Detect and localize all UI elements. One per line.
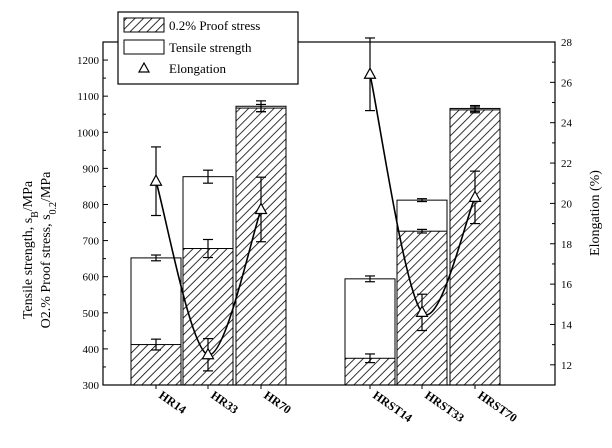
- error-bar-proof-stress-hr14: [151, 338, 161, 351]
- right-tick-label: 18: [561, 239, 573, 251]
- category-label-hr33: HR33: [208, 388, 241, 417]
- left-tick-label: 500: [83, 308, 100, 320]
- error-bar-proof-stress-hr70: [256, 103, 266, 113]
- category-label-hrst14: HRST14: [370, 388, 415, 425]
- category-label-hr14: HR14: [156, 388, 189, 417]
- left-tick-label: 800: [83, 199, 100, 211]
- error-bar-proof-stress-hr33: [203, 238, 213, 259]
- left-tick-label: 700: [83, 236, 100, 248]
- right-tick-label: 26: [561, 77, 573, 89]
- right-axis-ticks: 12 14 16 18 20 22 24 26 28: [550, 37, 573, 372]
- left-tick-label: 600: [83, 272, 100, 284]
- legend-label-tensile-strength: Tensile strength: [169, 40, 252, 55]
- plot-frame: [102, 41, 556, 386]
- error-bar-proof-stress-hrst33: [417, 228, 427, 234]
- bars-layer: [130, 100, 501, 386]
- elongation-point-hr70: [254, 202, 268, 215]
- right-axis-title: Elongation (%): [588, 170, 603, 256]
- elongation-point-hrst33: [415, 305, 429, 317]
- elongation-point-hr33: [201, 347, 215, 360]
- legend: 0.2% Proof stress Tensile strength Elong…: [117, 11, 299, 85]
- right-tick-label: 16: [561, 279, 573, 291]
- elongation-point-hr14: [149, 173, 163, 186]
- left-tick-label: 300: [83, 380, 100, 392]
- elongation-point-hrst70: [468, 190, 482, 202]
- left-tick-label: 400: [83, 344, 100, 356]
- right-tick-label: 28: [561, 37, 573, 49]
- error-bar-tensile-strength-hrst14: [365, 275, 375, 283]
- left-tick-label: 1100: [77, 91, 99, 103]
- category-labels: HR14 HR33 HR70 HRST14 HRST33 HRST70: [155, 385, 520, 425]
- category-label-hrst33: HRST33: [422, 388, 467, 425]
- left-axis-ticks: 300 400 500 600 700 800 900 1000 1100 1200: [77, 55, 108, 392]
- right-tick-label: 24: [561, 118, 573, 130]
- error-bar-tensile-strength-hr14: [151, 254, 161, 262]
- elongation-layer: [149, 37, 482, 372]
- left-tick-label: 1200: [77, 55, 100, 67]
- legend-swatch-proof-stress: [123, 17, 165, 33]
- left-tick-label: 900: [83, 163, 100, 175]
- error-bar-proof-stress-hrst70: [470, 106, 480, 114]
- legend-swatch-tensile-strength: [123, 39, 165, 55]
- right-tick-label: 22: [561, 158, 572, 170]
- left-tick-label: 1000: [77, 127, 100, 139]
- bar-proof-stress-hr14: [130, 344, 182, 386]
- right-tick-label: 20: [561, 198, 573, 210]
- bar-proof-stress-hrst70: [449, 109, 501, 386]
- elongation-point-hrst14: [363, 67, 377, 79]
- error-bar-tensile-strength-hr33: [203, 169, 213, 184]
- error-bar-proof-stress-hrst14: [365, 353, 375, 364]
- right-tick-label: 14: [561, 319, 573, 331]
- legend-marker-elongation: [137, 61, 151, 73]
- category-label-hrst70: HRST70: [475, 388, 520, 425]
- left-axis-title-line2: O2.% Proof stress, s0.2/MPa: [39, 171, 59, 329]
- category-label-hr70: HR70: [261, 388, 294, 417]
- legend-label-proof-stress: 0.2% Proof stress: [169, 18, 260, 33]
- right-tick-label: 12: [561, 360, 572, 372]
- legend-label-elongation: Elongation: [169, 61, 227, 76]
- left-axis-title-line1: Tensile strength, sB/MPa: [21, 180, 41, 319]
- error-bar-tensile-strength-hrst33: [417, 198, 427, 203]
- bar-proof-stress-hr70: [235, 107, 287, 386]
